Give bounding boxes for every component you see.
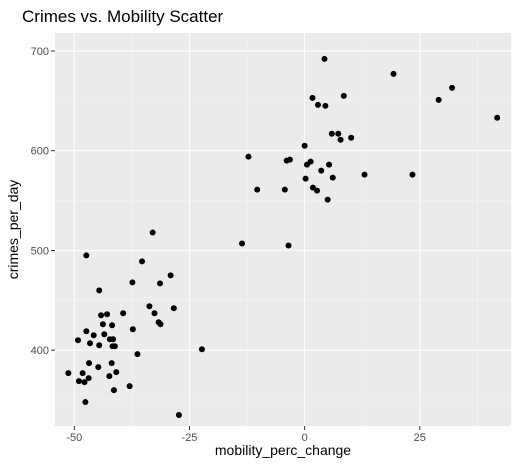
scatter-point <box>309 94 316 101</box>
scatter-point <box>348 134 355 141</box>
scatter-point <box>285 242 292 249</box>
scatter-point <box>449 84 456 91</box>
scatter-point <box>98 312 105 319</box>
scatter-point <box>110 387 117 394</box>
scatter-point <box>245 153 252 160</box>
scatter-point <box>322 102 329 109</box>
scatter-point <box>167 272 174 279</box>
x-tick-label: 0 <box>302 432 308 444</box>
scatter-point <box>409 171 416 178</box>
scatter-point <box>129 326 136 333</box>
scatter-point <box>86 360 93 367</box>
scatter-point <box>286 156 293 163</box>
scatter-point <box>321 55 328 62</box>
scatter-point <box>129 279 136 286</box>
scatter-point <box>307 158 314 165</box>
scatter-point <box>83 328 90 335</box>
scatter-point <box>85 375 92 382</box>
scatter-point <box>254 186 261 193</box>
scatter-point <box>120 310 127 317</box>
scatter-point <box>75 337 82 344</box>
scatter-point <box>318 167 325 174</box>
scatter-point <box>281 186 288 193</box>
scatter-point <box>108 360 115 367</box>
scatter-point <box>328 130 335 137</box>
scatter-point <box>170 305 177 312</box>
scatter-point <box>109 322 116 329</box>
chart-title: Crimes vs. Mobility Scatter <box>22 7 224 26</box>
y-axis-ticks: 400 500 600 700 <box>31 46 55 357</box>
scatter-point <box>75 378 82 385</box>
scatter-point <box>175 412 182 419</box>
scatter-point <box>324 196 331 203</box>
scatter-point <box>90 332 97 339</box>
scatter-point <box>157 321 164 328</box>
scatter-point <box>99 321 106 328</box>
scatter-point <box>101 331 108 338</box>
y-tick-label: 700 <box>31 46 49 58</box>
x-axis-title: mobility_perc_change <box>215 442 351 458</box>
x-tick-label: -25 <box>182 432 198 444</box>
x-tick-label: -50 <box>66 432 82 444</box>
scatter-point <box>151 310 158 317</box>
scatter-point <box>337 136 344 143</box>
y-axis-title: crimes_per_day <box>5 180 21 280</box>
minor-gridlines <box>55 33 511 426</box>
scatter-point <box>65 370 72 377</box>
scatter-point <box>113 369 120 376</box>
scatter-point <box>87 340 94 347</box>
x-axis-ticks: -50 -25 0 25 <box>66 426 426 444</box>
scatter-point <box>82 399 89 406</box>
scatter-point <box>139 258 146 265</box>
scatter-point <box>146 303 153 310</box>
scatter-point <box>198 346 205 353</box>
scatter-point <box>435 96 442 103</box>
scatter-point <box>81 379 88 386</box>
scatter-point <box>315 101 322 108</box>
x-tick-label: 25 <box>414 432 426 444</box>
major-gridlines <box>55 33 511 426</box>
scatter-point <box>326 161 333 168</box>
scatter-point <box>239 240 246 247</box>
y-tick-label: 500 <box>31 245 49 257</box>
scatter-point <box>96 342 103 349</box>
scatter-point <box>83 252 90 259</box>
scatter-point <box>111 343 118 350</box>
scatter-point <box>110 336 117 343</box>
scatter-point <box>126 383 133 390</box>
scatter-points <box>65 55 501 419</box>
scatter-point <box>340 92 347 99</box>
scatter-point <box>96 287 103 294</box>
scatter-point <box>134 351 141 358</box>
scatter-point <box>314 187 321 194</box>
scatter-point <box>390 70 397 77</box>
scatter-point <box>335 130 342 137</box>
scatter-point <box>494 114 501 121</box>
scatter-point <box>361 171 368 178</box>
scatter-point <box>95 364 102 371</box>
scatter-point <box>79 370 86 377</box>
scatter-point <box>329 174 336 181</box>
scatter-point <box>106 373 113 380</box>
plot-panel <box>55 33 511 426</box>
y-tick-label: 600 <box>31 146 49 158</box>
scatter-point <box>309 184 316 191</box>
scatter-point <box>301 142 308 149</box>
scatter-point <box>157 280 164 287</box>
scatter-point <box>149 229 156 236</box>
y-tick-label: 400 <box>31 345 49 357</box>
scatter-point <box>302 175 309 182</box>
scatter-point <box>104 311 111 318</box>
